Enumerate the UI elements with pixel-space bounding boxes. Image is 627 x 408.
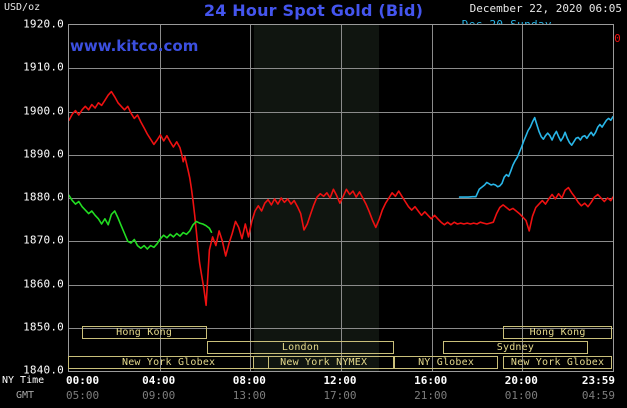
ny-time-tag: NY Time — [2, 375, 45, 386]
gmt-tick-label: 21:00 — [414, 389, 448, 402]
series-canvas — [69, 90, 613, 307]
session-bar: Hong Kong — [503, 326, 612, 339]
market-session-bars: Hong Kong Hong Kong London Sydney New York G… — [68, 326, 614, 372]
page-title: 24 Hour Spot Gold (Bid) — [203, 1, 424, 20]
y-axis-tick-label: 1860.0 — [23, 277, 64, 290]
session-row-2: New York Globex New York NYMEX NY Globex Ne… — [68, 356, 614, 370]
gmt-tag: GMT — [16, 390, 35, 401]
ny-time-tick-label: 00:00 — [66, 374, 100, 387]
ny-time-tick-label: 23:59 — [581, 374, 615, 387]
ny-time-tick-label: 12:00 — [323, 374, 357, 387]
y-axis-tick-label: 1920.0 — [23, 17, 64, 31]
gmt-tick-label: 09:00 — [142, 389, 176, 402]
y-axis-tick-label: 1900.0 — [23, 104, 64, 117]
y-axis-tick-label: 1880.0 — [23, 190, 64, 204]
gmt-tick-label: 01:00 — [504, 389, 538, 402]
y-axis-tick-label: 1890.0 — [23, 147, 64, 161]
plot-area — [68, 24, 614, 372]
data-series-line — [69, 194, 213, 250]
session-row-1: London Sydney — [68, 341, 614, 355]
kitco-watermark: www.kitco.com — [70, 37, 199, 55]
ny-time-tick-label: 20:00 — [504, 374, 538, 387]
gridline-vertical — [522, 25, 523, 371]
session-bar: Hong Kong — [81, 326, 207, 339]
gmt-tick-label: 13:00 — [232, 389, 266, 402]
data-series-line — [458, 115, 613, 198]
y-axis-tick-label: 1870.0 — [23, 233, 64, 247]
gmt-tick-label: 05:00 — [66, 389, 100, 402]
ny-time-tick-label: 16:00 — [414, 374, 448, 387]
time-axis: NY Time GMT 00:00 05:00 04:00 09:00 08:00 13:… — [0, 373, 627, 408]
gridline-vertical — [432, 25, 433, 371]
gmt-tick-label: 04:59 — [581, 389, 615, 402]
session-row-0: Hong Kong Hong Kong — [68, 326, 614, 340]
ny-time-tick-label: 08:00 — [232, 374, 266, 387]
gridline-vertical — [250, 25, 251, 371]
session-bar: NY Globex — [394, 356, 498, 369]
gmt-tick-label: 17:00 — [323, 389, 357, 402]
data-series-line — [69, 90, 613, 307]
y-axis-units-label: USD/oz — [4, 2, 41, 13]
y-axis-tick-label: 1840.0 — [23, 363, 64, 377]
gridline-vertical — [160, 25, 161, 371]
y-axis-tick-label: 1850.0 — [23, 320, 64, 334]
gridline-vertical — [341, 25, 342, 371]
y-axis-tick-label: 1910.0 — [23, 60, 64, 74]
session-bar: London — [206, 341, 395, 354]
session-bar: Sydney — [443, 341, 588, 354]
session-bar: New York NYMEX — [252, 356, 395, 369]
session-bar: New York Globex — [503, 356, 612, 369]
ny-time-tick-label: 04:00 — [142, 374, 176, 387]
session-bar: New York Globex — [68, 356, 270, 369]
timestamp: December 22, 2020 06:05 — [469, 2, 622, 15]
